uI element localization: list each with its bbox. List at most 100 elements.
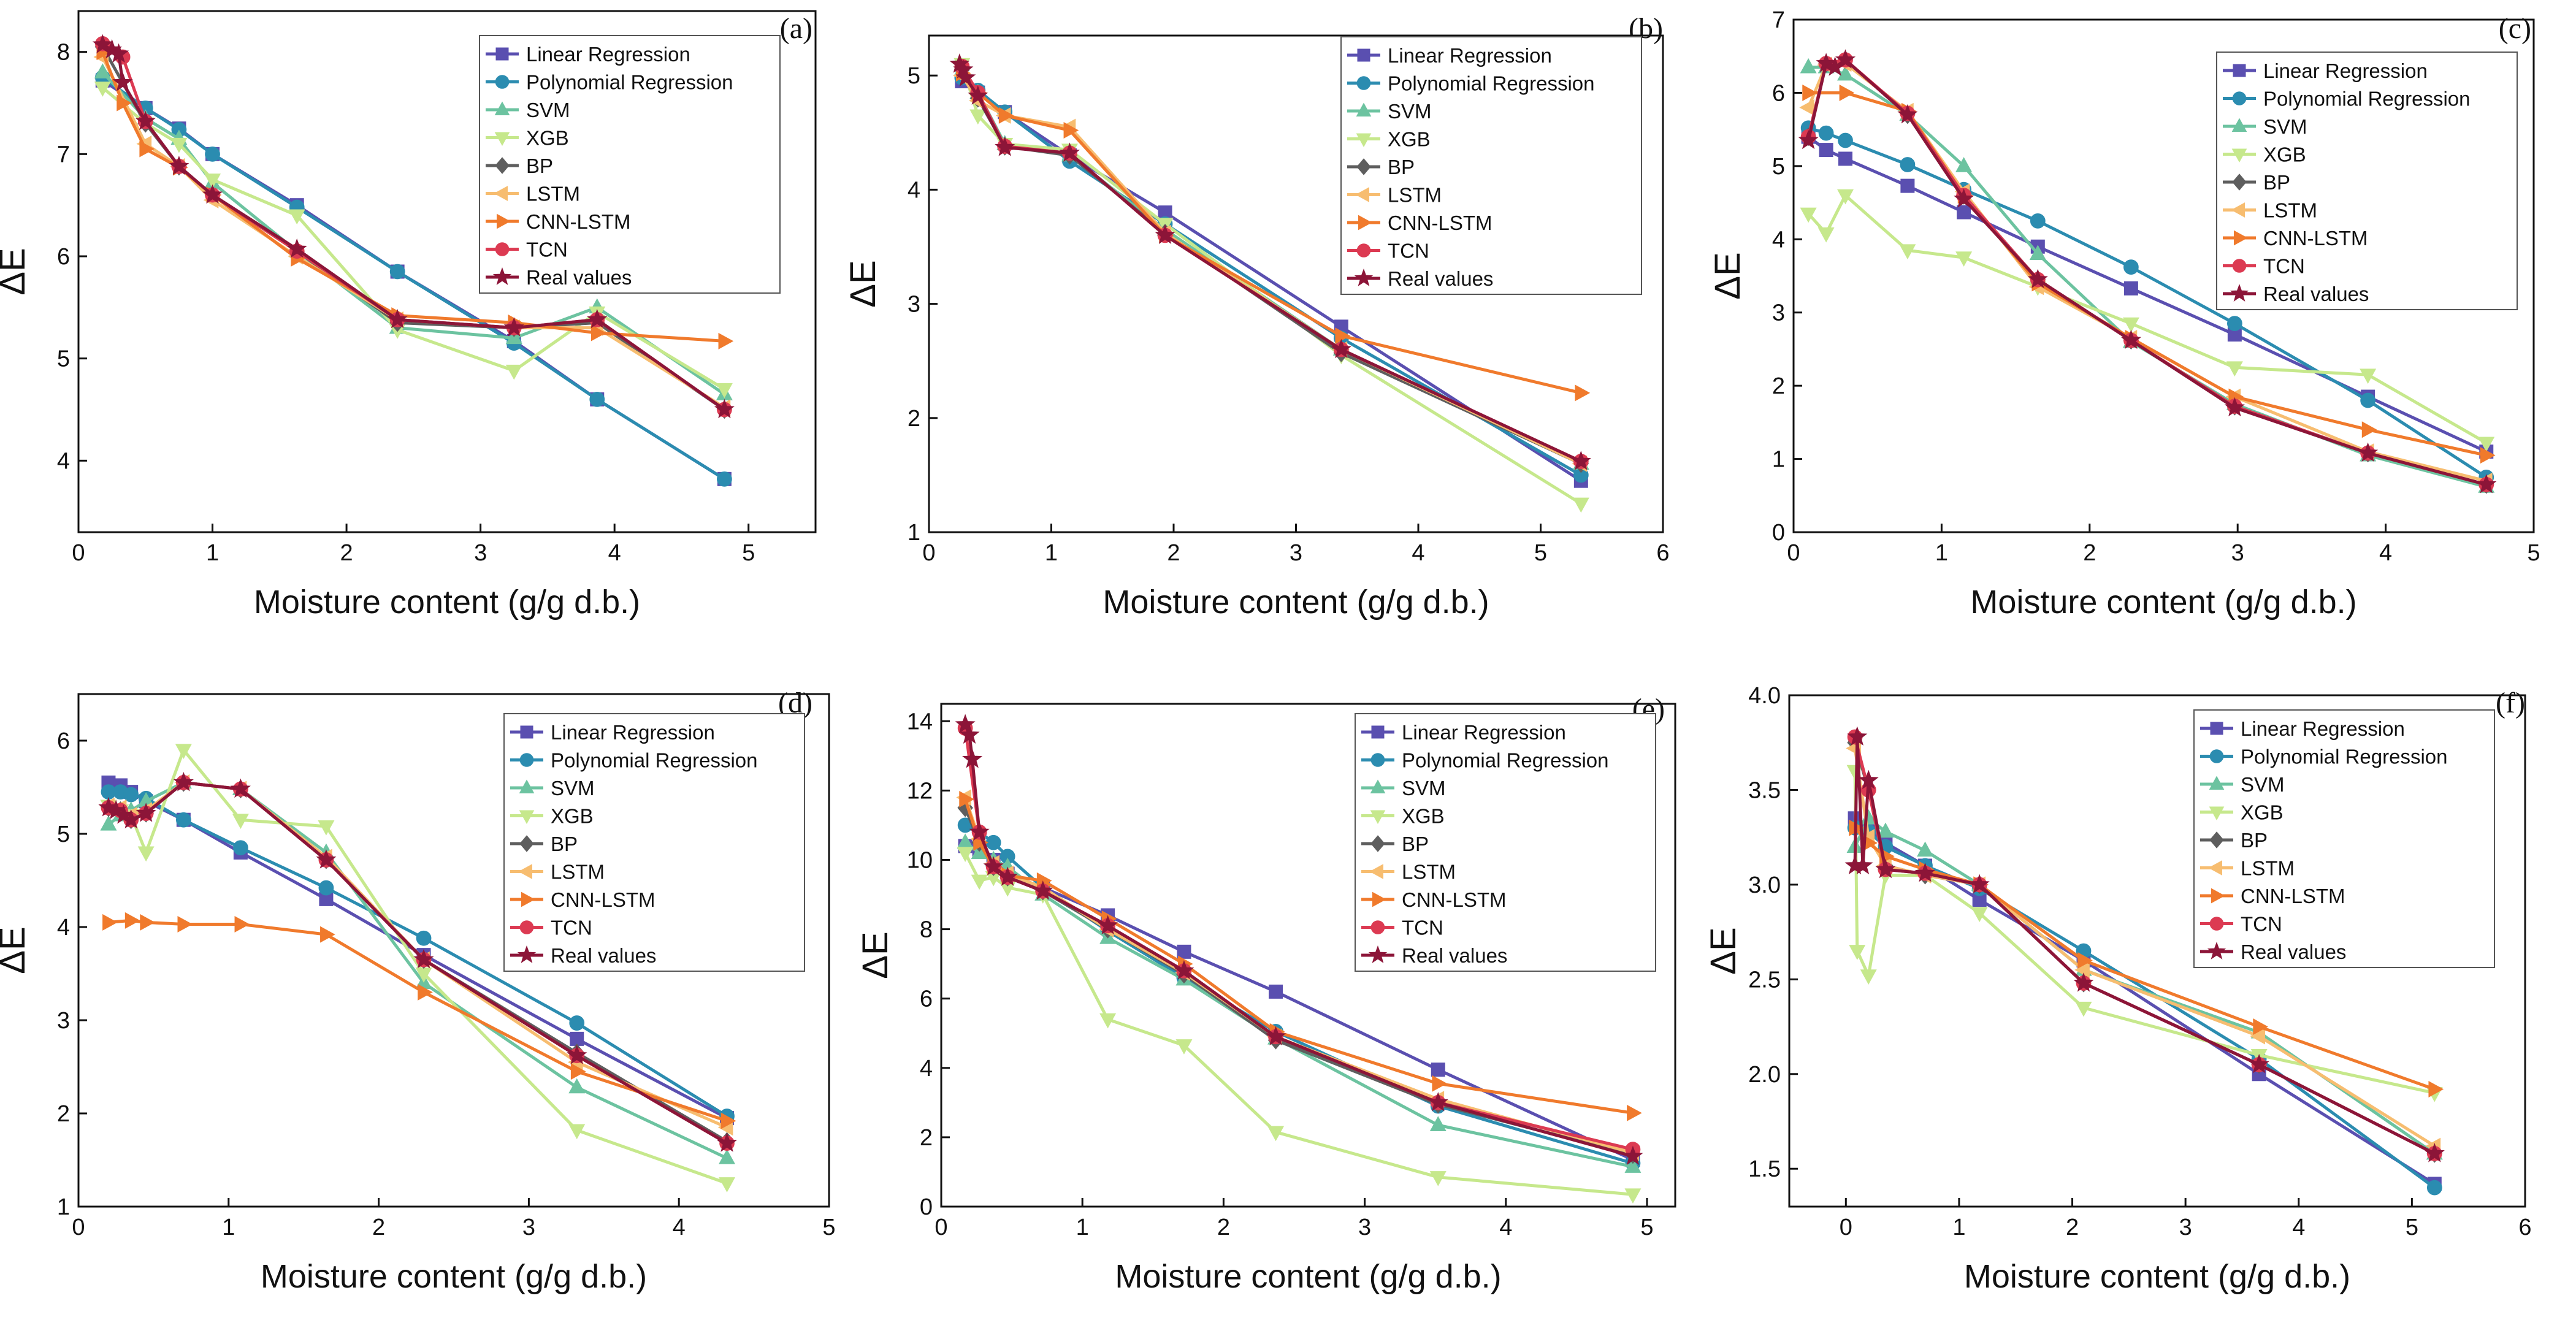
legend-item: SVM (1347, 100, 1432, 123)
legend-marker (495, 157, 510, 174)
legend-label: Real values (526, 266, 632, 289)
plot-frame (77, 693, 830, 1208)
data-point (2360, 368, 2377, 384)
data-point (1175, 1039, 1193, 1055)
legend-item: TCN (486, 239, 568, 261)
data-point (139, 140, 155, 158)
data-point (1624, 1188, 1642, 1204)
legend-label: TCN (2241, 913, 2282, 936)
plot-frame (1788, 694, 2526, 1208)
y-tick-label: 5 (57, 822, 70, 847)
legend-item: LSTM (2223, 199, 2317, 222)
series-real-values (1798, 49, 2497, 494)
legend-item: Linear Regression (510, 721, 715, 744)
legend-label: BP (1402, 833, 1429, 855)
data-point (175, 744, 192, 759)
data-point (1432, 1075, 1448, 1092)
data-point (94, 63, 111, 78)
data-point (589, 391, 605, 407)
data-point (716, 383, 733, 399)
data-point (1835, 49, 1856, 69)
data-point (969, 109, 987, 125)
legend-marker (521, 891, 535, 907)
x-tick-label: 5 (822, 1215, 835, 1240)
y-tick-label: 1.5 (1748, 1156, 1781, 1182)
series-line (1808, 126, 2488, 479)
series-line (1853, 735, 2436, 1155)
y-axis-label: ΔE (1703, 927, 1743, 974)
data-point (2249, 1053, 2269, 1074)
legend-marker (1368, 945, 1388, 963)
y-axis-label: ΔE (855, 931, 895, 979)
data-point (102, 914, 118, 931)
data-point (1800, 58, 1817, 74)
legend-item: CNN-LSTM (1347, 212, 1492, 234)
data-point (202, 184, 223, 204)
y-tick-label: 5 (1772, 154, 1785, 180)
legend-marker (2231, 202, 2245, 218)
legend-label: Polynomial Regression (1388, 72, 1595, 95)
legend-label: TCN (551, 917, 592, 939)
legend-marker (2232, 174, 2247, 191)
data-point (1624, 1158, 1642, 1173)
data-point (286, 238, 307, 258)
x-tick-label: 0 (922, 540, 935, 566)
x-tick-label: 4 (2292, 1215, 2305, 1240)
x-tick-label: 0 (72, 1215, 85, 1240)
legend-marker (2230, 284, 2249, 302)
y-tick-label: 3.5 (1748, 777, 1781, 803)
data-point (1971, 907, 1988, 923)
legend-marker (519, 920, 534, 934)
data-point (983, 856, 1004, 876)
data-point (1802, 84, 1817, 101)
data-point (318, 820, 335, 836)
legend-marker (519, 835, 534, 852)
y-axis-label: ΔE (0, 926, 32, 974)
x-tick-label: 0 (72, 540, 85, 566)
legend-item: BP (510, 833, 578, 855)
legend-marker (1370, 779, 1386, 793)
data-point (177, 915, 193, 933)
legend-marker (517, 945, 537, 963)
data-point (205, 146, 220, 162)
data-point (2123, 281, 2138, 296)
legend-marker (492, 267, 512, 285)
legend-label: XGB (1388, 128, 1431, 151)
y-tick-label: 6 (1772, 80, 1785, 106)
data-point (137, 846, 155, 862)
data-point (1838, 132, 1853, 148)
x-tick-label: 4 (1412, 540, 1424, 566)
data-point (1836, 65, 1854, 81)
y-tick-label: 5 (57, 346, 70, 372)
data-point (94, 82, 111, 97)
legend-label: Polynomial Regression (2263, 88, 2471, 110)
legend-marker (495, 75, 510, 89)
data-point (568, 1124, 586, 1140)
y-tick-label: 4.0 (1748, 683, 1781, 709)
legend-marker (497, 213, 511, 229)
data-point (718, 332, 734, 349)
series-cnn-lstm (102, 912, 736, 1129)
legend-marker (2232, 91, 2247, 105)
legend-label: LSTM (2263, 199, 2317, 222)
legend-marker (494, 101, 510, 115)
legend-item: LSTM (1361, 861, 1456, 883)
data-point (140, 914, 155, 931)
data-point (1059, 142, 1080, 162)
data-point (720, 1112, 736, 1129)
legend-label: BP (2263, 171, 2290, 194)
y-tick-label: 4 (908, 177, 920, 203)
data-point (2480, 447, 2496, 464)
legend-item: Polynomial Regression (2200, 746, 2448, 768)
x-tick-label: 2 (340, 540, 353, 566)
data-point (719, 1149, 736, 1164)
panel-label: (a) (780, 12, 812, 45)
legend-marker (2231, 148, 2247, 163)
data-point (969, 821, 990, 841)
legend-label: BP (2241, 829, 2268, 852)
legend-marker (1372, 891, 1386, 907)
legend-label: CNN-LSTM (2263, 227, 2368, 250)
data-point (123, 787, 139, 803)
legend-item: Linear Regression (2200, 717, 2405, 740)
x-tick-label: 4 (2379, 540, 2392, 566)
